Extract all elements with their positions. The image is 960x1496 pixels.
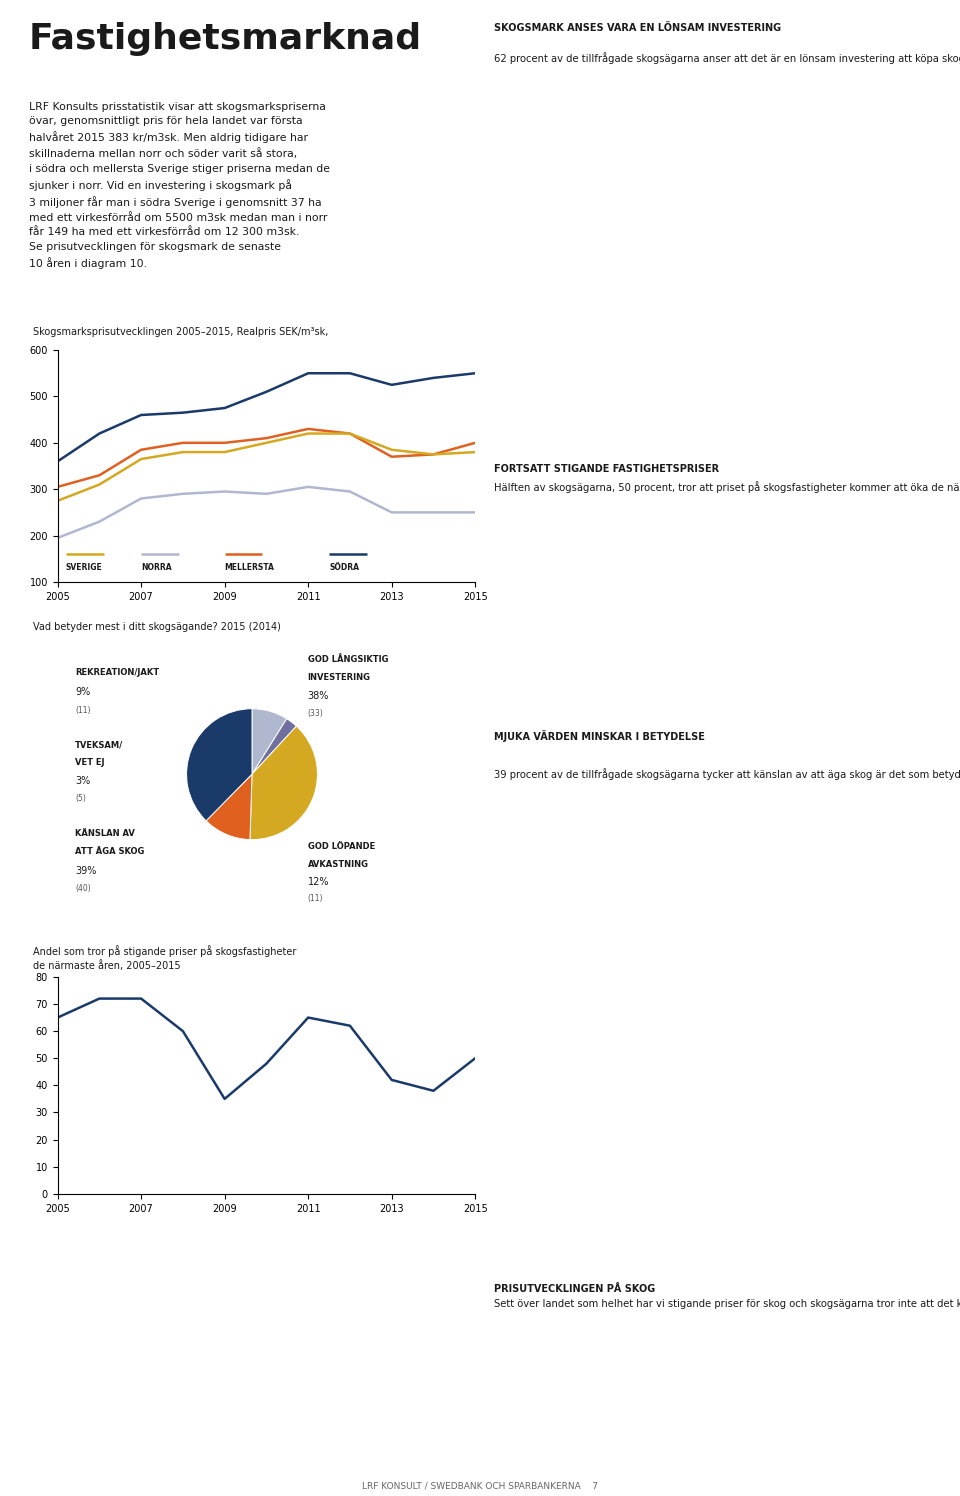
Text: Fastighetsmarknad: Fastighetsmarknad xyxy=(29,22,422,57)
Wedge shape xyxy=(252,709,287,775)
Text: MJUKA VÄRDEN MINSKAR I BETYDELSE: MJUKA VÄRDEN MINSKAR I BETYDELSE xyxy=(494,730,706,742)
Text: KÄNSLAN AV: KÄNSLAN AV xyxy=(75,829,135,838)
Text: Skogsmarksprisutvecklingen 2005–2015, Realpris SEK/m³sk,: Skogsmarksprisutvecklingen 2005–2015, Re… xyxy=(34,328,328,337)
Text: PRISUTVECKLINGEN PÅ SKOG: PRISUTVECKLINGEN PÅ SKOG xyxy=(494,1284,656,1294)
Text: VET EJ: VET EJ xyxy=(75,758,105,767)
Text: DIAGRAM 12: DIAGRAM 12 xyxy=(36,926,114,935)
Text: 3%: 3% xyxy=(75,776,90,785)
Text: AVKASTNING: AVKASTNING xyxy=(307,860,369,869)
Text: INVESTERING: INVESTERING xyxy=(307,673,371,682)
Text: NORRA: NORRA xyxy=(141,564,172,573)
Text: Andel som tror på stigande priser på skogsfastigheter
de närmaste åren, 2005–201: Andel som tror på stigande priser på sko… xyxy=(34,944,297,971)
Text: FORTSATT STIGANDE FASTIGHETSPRISER: FORTSATT STIGANDE FASTIGHETSPRISER xyxy=(494,464,720,474)
Text: (33): (33) xyxy=(307,709,324,718)
Text: 38%: 38% xyxy=(307,691,329,700)
Text: 62 procent av de tillfrågade skogsägarna anser att det är en lönsam investering : 62 procent av de tillfrågade skogsägarna… xyxy=(494,52,960,64)
Text: SÖDRA: SÖDRA xyxy=(329,564,359,573)
Text: 39 procent av de tillfrågade skogsägarna tycker att känslan av att äga skog är d: 39 procent av de tillfrågade skogsägarna… xyxy=(494,767,960,779)
Text: DIAGRAM 10: DIAGRAM 10 xyxy=(36,305,114,314)
Text: SVERIGE: SVERIGE xyxy=(66,564,103,573)
Wedge shape xyxy=(186,709,252,821)
Text: (5): (5) xyxy=(75,794,86,803)
Text: (40): (40) xyxy=(75,884,91,893)
Text: 12%: 12% xyxy=(307,877,329,887)
Text: Hälften av skogsägarna, 50 procent, tror att priset på skogsfastigheter kommer a: Hälften av skogsägarna, 50 procent, tror… xyxy=(494,482,960,494)
Text: 9%: 9% xyxy=(75,687,90,697)
Text: Vad betyder mest i ditt skogsägande? 2015 (2014): Vad betyder mest i ditt skogsägande? 201… xyxy=(34,622,281,631)
Wedge shape xyxy=(252,718,297,775)
Text: LRF Konsults prisstatistik visar att skogsmarkspriserna
övar, genomsnittligt pri: LRF Konsults prisstatistik visar att sko… xyxy=(29,102,330,269)
Text: Sett över landet som helhet har vi stigande priser för skog och skogsägarna tror: Sett över landet som helhet har vi stiga… xyxy=(494,1297,960,1309)
Wedge shape xyxy=(250,726,318,839)
Text: LRF KONSULT / SWEDBANK OCH SPARBANKERNA    7: LRF KONSULT / SWEDBANK OCH SPARBANKERNA … xyxy=(362,1481,598,1490)
Text: DIAGRAM 11: DIAGRAM 11 xyxy=(36,603,114,612)
Text: GOD LÖPANDE: GOD LÖPANDE xyxy=(307,842,375,851)
Text: (11): (11) xyxy=(75,706,91,715)
Text: REKREATION/JAKT: REKREATION/JAKT xyxy=(75,669,159,678)
Text: GOD LÅNGSIKTIG: GOD LÅNGSIKTIG xyxy=(307,655,388,664)
Text: MELLERSTA: MELLERSTA xyxy=(225,564,275,573)
Text: (11): (11) xyxy=(307,895,324,904)
Text: ATT ÄGA SKOG: ATT ÄGA SKOG xyxy=(75,847,145,856)
Text: SKOGSMARK ANSES VARA EN LÖNSAM INVESTERING: SKOGSMARK ANSES VARA EN LÖNSAM INVESTERI… xyxy=(494,22,781,33)
Text: 39%: 39% xyxy=(75,866,97,877)
Text: TVEKSAM/: TVEKSAM/ xyxy=(75,741,124,749)
Wedge shape xyxy=(206,775,252,839)
